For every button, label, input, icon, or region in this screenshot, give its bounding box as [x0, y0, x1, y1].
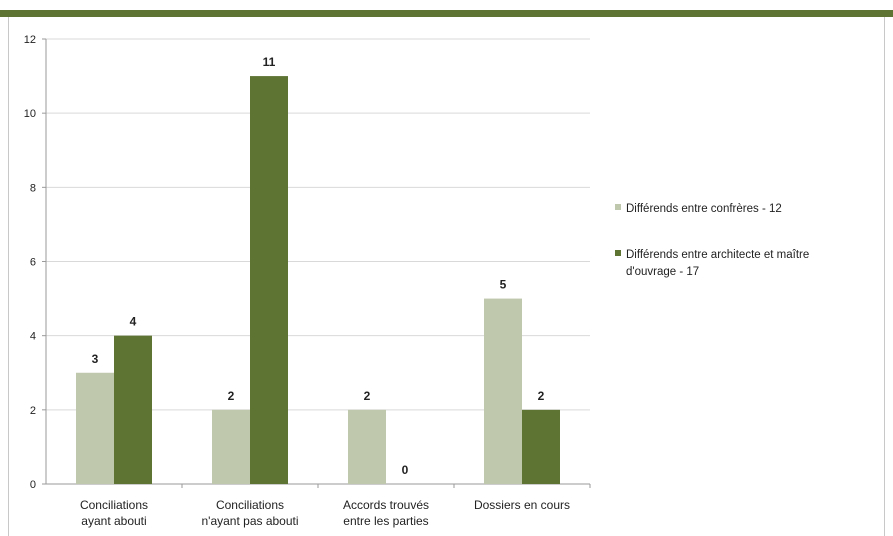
data-label: 0	[402, 463, 409, 477]
data-label: 3	[92, 352, 99, 366]
bar	[522, 409, 560, 484]
category-label-line: Dossiers en cours	[474, 498, 570, 512]
data-label: 2	[228, 389, 235, 403]
bar	[348, 409, 386, 484]
right-border	[884, 17, 885, 536]
category-label-line: Accords trouvés	[343, 498, 429, 512]
y-tick-label: 4	[30, 331, 36, 343]
y-tick-label: 0	[30, 479, 36, 491]
y-tick-label: 12	[24, 34, 36, 46]
legend-label-line: Différends entre architecte et maître	[626, 249, 809, 261]
bar	[212, 409, 250, 484]
y-tick-label: 10	[24, 108, 36, 120]
data-label: 2	[538, 389, 545, 403]
category-label-line: Conciliations	[216, 498, 284, 512]
category-label: Conciliations n'ayant pas abouti	[201, 498, 298, 528]
legend-swatch	[615, 204, 621, 210]
bar	[484, 298, 522, 484]
left-border	[8, 17, 9, 536]
bar	[114, 335, 152, 484]
legend-label-line: Différends entre confrères - 12	[626, 203, 782, 215]
y-tick-label: 6	[30, 257, 36, 269]
bars	[76, 76, 560, 484]
data-label: 11	[263, 55, 276, 69]
category-label: Dossiers en cours	[474, 498, 570, 512]
data-label: 5	[500, 278, 507, 292]
bar	[76, 372, 114, 484]
category-label: Conciliations ayant abouti	[80, 498, 148, 528]
legend: Différends entre confrères - 12 Différend…	[615, 203, 809, 278]
y-tick-label: 8	[30, 182, 36, 194]
bar	[250, 76, 288, 484]
category-label-line: Conciliations	[80, 498, 148, 512]
y-tick-label: 2	[30, 405, 36, 417]
legend-label-line: d'ouvrage - 17	[626, 266, 699, 278]
category-label-line: n'ayant pas abouti	[201, 514, 298, 528]
category-label: Accords trouvés entre les parties	[343, 498, 429, 528]
category-labels: Conciliations ayant abouti Conciliations n'…	[80, 498, 570, 528]
legend-label: Différends entre confrères - 12	[626, 203, 782, 215]
legend-label: Différends entre architecte et maître d'o…	[626, 249, 809, 278]
legend-swatch	[615, 250, 621, 256]
top-accent-bar	[0, 10, 893, 17]
data-label: 2	[364, 389, 371, 403]
category-label-line: entre les parties	[343, 514, 428, 528]
data-label: 4	[130, 315, 137, 329]
category-label-line: ayant abouti	[81, 514, 146, 528]
